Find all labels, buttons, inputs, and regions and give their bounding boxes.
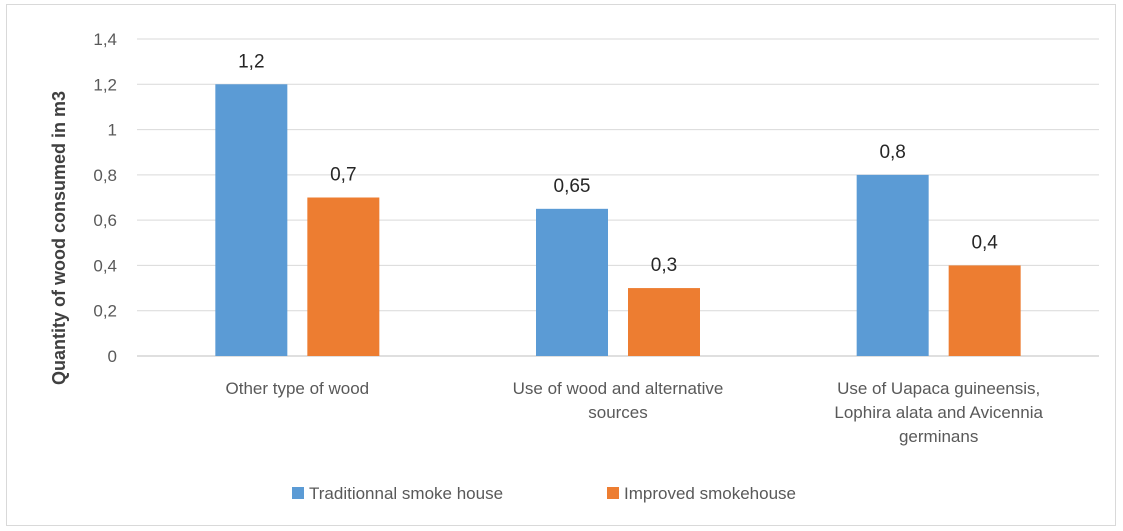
bar-improved	[948, 265, 1021, 356]
data-label: 0,4	[971, 232, 998, 253]
legend-label: Improved smokehouse	[624, 484, 796, 503]
y-tick-label: 1	[108, 121, 117, 140]
legend-swatch	[607, 487, 619, 499]
bar-traditional	[536, 208, 608, 356]
category-label: Use of Uapaca guineensis,	[837, 379, 1040, 398]
data-label: 0,65	[554, 176, 591, 197]
category-labels: Other type of wood Use of wood and altern…	[226, 379, 1044, 446]
y-tick-label: 0,2	[93, 302, 117, 321]
data-label: 0,7	[330, 165, 356, 186]
y-axis-ticks: 0 0,2 0,4 0,6 0,8 1 1,2 1,4	[93, 30, 117, 366]
data-label: 1,2	[238, 51, 264, 72]
bar-improved	[628, 288, 700, 356]
y-tick-label: 0	[108, 347, 117, 366]
data-label: 0,8	[879, 142, 905, 163]
gridlines	[137, 38, 1099, 357]
category-label: Lophira alata and Avicennia	[834, 403, 1043, 422]
category-label: Other type of wood	[226, 379, 370, 398]
category-label: Use of wood and alternative	[513, 379, 724, 398]
category-label: germinans	[899, 427, 978, 446]
legend-swatch	[292, 487, 304, 499]
chart-frame: 0 0,2 0,4 0,6 0,8 1 1,2 1,4 1,2 0,7 0,65 0,3 0,8 0,4…	[6, 4, 1116, 526]
y-tick-label: 0,8	[93, 166, 117, 185]
bar-traditional	[215, 84, 288, 357]
legend: Traditionnal smoke house Improved smokeho…	[292, 484, 796, 503]
category-label: sources	[588, 403, 648, 422]
y-axis-title: Quantity of wood consumed in m3	[49, 91, 69, 385]
y-tick-label: 0,6	[93, 211, 117, 230]
data-label: 0,3	[651, 255, 677, 276]
legend-label: Traditionnal smoke house	[309, 484, 503, 503]
bar-traditional	[856, 174, 929, 356]
y-tick-label: 1,2	[93, 75, 117, 94]
data-labels: 1,2 0,7 0,65 0,3 0,8 0,4	[238, 51, 998, 276]
bar-chart: 0 0,2 0,4 0,6 0,8 1 1,2 1,4 1,2 0,7 0,65 0,3 0,8 0,4…	[49, 30, 1099, 503]
bars	[215, 84, 1021, 357]
bar-improved	[307, 197, 380, 356]
y-tick-label: 0,4	[93, 256, 117, 275]
y-tick-label: 1,4	[93, 30, 117, 49]
